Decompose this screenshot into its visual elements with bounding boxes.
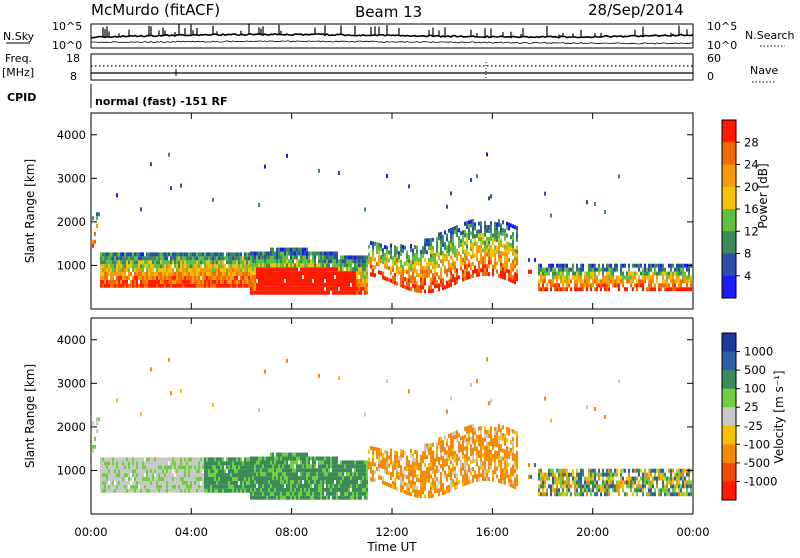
velocity-colorbar-tick: -1000: [744, 474, 777, 488]
power-colorbar-tick: 20: [744, 180, 759, 194]
velocity-colorbar-swatch: [722, 388, 736, 408]
velocity-colorbar: 1000 500 100 25 -25 -100 -500 -1000: [721, 332, 777, 501]
power-ytick-label: 2000: [57, 215, 86, 229]
nsky-line: [90, 32, 694, 39]
freq-tick-bottom: 8: [70, 70, 77, 83]
velocity-panel: 4000 3000 2000 1000 Slant Range [km] 1000 50…: [23, 113, 786, 554]
velocity-colorbar-swatch: [722, 462, 736, 482]
power-colorbar-tick: 12: [744, 224, 759, 238]
noise-panel: N.Sky N.Search 10^5 10^0 10^5 10^0: [3, 20, 795, 52]
velocity-colorbar-tick: -100: [744, 437, 770, 451]
velocity-ytick-label: 3000: [57, 376, 86, 390]
velocity-colorbar-label: Velocity [m s⁻¹]: [772, 370, 786, 463]
power-colorbar-tick: 24: [744, 158, 759, 172]
freq-label: Freq.: [5, 52, 32, 65]
date-title: 28/Sep/2014: [588, 1, 684, 19]
freq-unit-label: [MHz]: [2, 66, 34, 79]
cpid-panel: CPID normal (fast) -151 RF: [7, 84, 228, 108]
velocity-y-axis-label: Slant Range [km]: [23, 364, 37, 468]
velocity-colorbar-swatch: [722, 425, 736, 445]
nave-label: Nave: [750, 64, 778, 77]
velocity-colorbar-tick: 100: [744, 382, 766, 396]
velocity-ytick-label: 1000: [57, 463, 86, 477]
power-colorbar-tick: 4: [744, 269, 751, 283]
power-colorbar-swatch: [722, 275, 736, 299]
velocity-colorbar-tick: 25: [744, 400, 759, 414]
nave-tick-bottom: 0: [707, 70, 714, 83]
power-colorbar-swatch: [722, 142, 736, 165]
velocity-colorbar-tick: 500: [744, 363, 766, 377]
power-colorbar-swatch: [722, 209, 736, 232]
noise-tick-top-left: 10^5: [52, 20, 82, 33]
velocity-colorbar-swatch: [722, 370, 736, 390]
freq-tick-top: 18: [66, 52, 80, 65]
noise-tick-bottom-left: 10^0: [52, 39, 82, 52]
power-colorbar-swatch: [722, 164, 736, 188]
velocity-colorbar-tick: -25: [744, 419, 763, 433]
velocity-colorbar-tick: 1000: [744, 345, 773, 359]
power-ytick-label: 1000: [57, 258, 86, 272]
noise-tick-bottom-right: 10^0: [707, 39, 737, 52]
nsearch-line: [90, 40, 694, 45]
power-colorbar-label: Power [dB]: [756, 163, 770, 228]
power-colorbar-swatch: [722, 253, 736, 277]
x-tick-label: 08:00: [275, 525, 308, 539]
x-tick-label: 04:00: [175, 525, 208, 539]
velocity-ytick-label: 2000: [57, 420, 86, 434]
power-colorbar-tick: 28: [744, 135, 759, 149]
x-tick-label: 12:00: [375, 525, 408, 539]
power-colorbar: 28 24 20 16 12 8 4: [721, 119, 759, 299]
velocity-colorbar-swatch: [722, 481, 736, 501]
power-colorbar-tick: 16: [744, 202, 759, 216]
x-tick-label: 20:00: [576, 525, 609, 539]
power-colorbar-swatch: [722, 231, 736, 254]
cpid-label: CPID: [7, 91, 36, 104]
power-colorbar-swatch: [722, 186, 736, 210]
power-ytick-label: 4000: [57, 128, 86, 142]
station-title: McMurdo (fitACF): [91, 1, 220, 19]
nsky-label: N.Sky: [3, 30, 35, 43]
x-tick-label: 00:00: [676, 525, 709, 539]
nave-tick-top: 60: [707, 52, 721, 65]
velocity-ytick-label: 4000: [57, 333, 86, 347]
x-axis-label: Time UT: [366, 540, 417, 554]
cpid-text: normal (fast) -151 RF: [95, 95, 228, 108]
velocity-colorbar-swatch: [722, 444, 736, 464]
power-panel: 4000 3000 2000 1000 Slant Range [km] 28 24 20…: [23, 112, 770, 310]
power-colorbar-tick: 8: [744, 247, 751, 261]
velocity-colorbar-swatch: [722, 407, 736, 427]
power-ytick-label: 3000: [57, 171, 86, 185]
x-tick-label: 16:00: [476, 525, 509, 539]
power-y-axis-label: Slant Range [km]: [23, 159, 37, 263]
power-colorbar-swatch: [722, 120, 736, 143]
beam-title: Beam 13: [355, 3, 422, 21]
freq-panel: Freq. [MHz] 18 8 60 0 Nave: [2, 52, 778, 83]
velocity-scatter-cells: [92, 357, 692, 500]
x-tick-label: 00:00: [74, 525, 107, 539]
velocity-colorbar-swatch: [722, 351, 736, 371]
noise-tick-top-right: 10^5: [707, 20, 737, 33]
noise-spikes: [102, 23, 688, 38]
velocity-colorbar-swatch: [722, 333, 736, 353]
nsearch-label: N.Search: [745, 29, 795, 42]
power-scatter-cells: [92, 152, 692, 295]
velocity-colorbar-tick: -500: [744, 456, 770, 470]
